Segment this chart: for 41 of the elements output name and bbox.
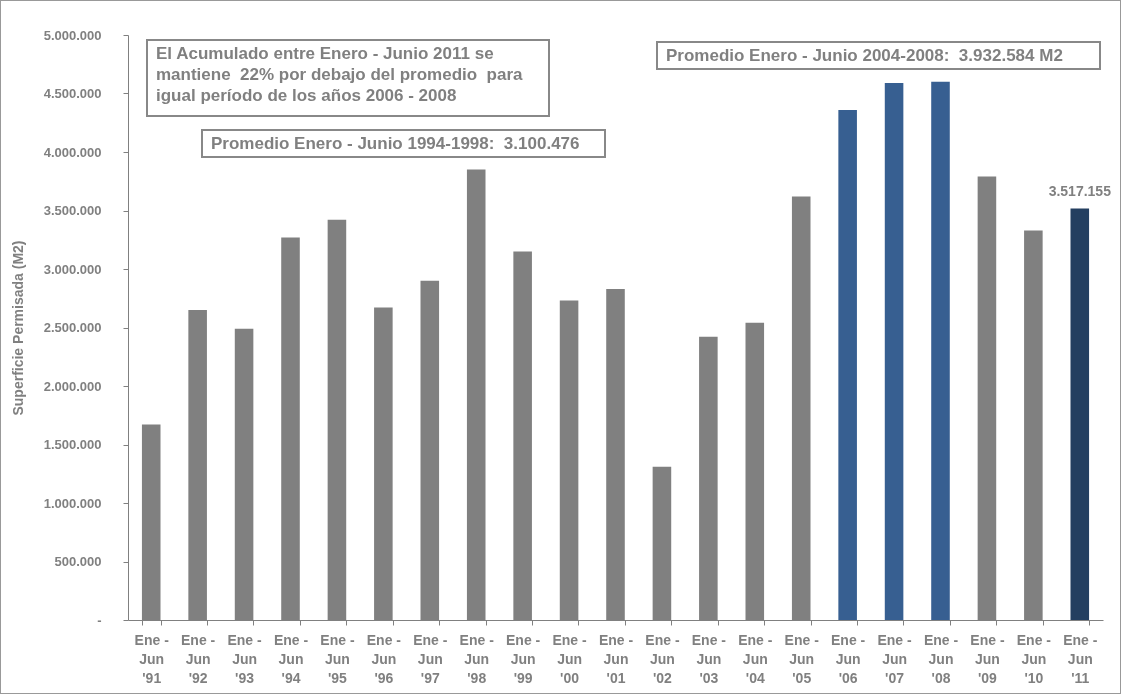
x-tick-label: Ene - Jun '92: [181, 631, 216, 686]
y-tick-label: 1.000.000: [43, 495, 102, 511]
y-tick-label: -: [97, 612, 102, 628]
x-tick-label: Ene - Jun '11: [1063, 631, 1098, 686]
bar: [884, 82, 904, 620]
annotation: Promedio Enero - Junio 2004-2008: 3.932.584 M2: [656, 41, 1101, 70]
x-tick-label: Ene - Jun '98: [459, 631, 495, 686]
y-axis-title: Superficie Permisada (M2): [9, 240, 26, 416]
x-tick-label: Ene - Jun '09: [970, 631, 1005, 686]
y-tick-label: 2.500.000: [43, 320, 102, 335]
x-tick-label: Ene - Jun '03: [691, 631, 727, 686]
x-tick-label: Ene - Jun '97: [413, 631, 448, 686]
x-tick-label: Ene - Jun '08: [923, 631, 959, 686]
annotation: El Acumulado entre Enero - Junio 2011 se mantiene 22% por debajo del promedio para igual período de los años 2006 - 2008: [146, 39, 550, 117]
y-tick-label: 4.000.000: [43, 144, 102, 160]
x-tick-label: Ene - Jun '00: [552, 631, 588, 686]
y-tick-label: 500.000: [54, 554, 102, 569]
y-tick-label: 5.000.000: [43, 27, 102, 43]
x-tick-label: Ene - Jun '95: [320, 631, 355, 686]
x-tick-label: Ene - Jun '96: [366, 631, 402, 686]
bar: [931, 81, 950, 620]
x-tick-label: Ene - Jun '94: [273, 631, 309, 686]
x-tick-label: Ene - Jun '07: [877, 631, 913, 686]
y-tick-label: 4.500.000: [43, 86, 102, 101]
x-tick-label: Ene - Jun '02: [645, 631, 680, 686]
y-tick-label: 3.000.000: [43, 261, 102, 277]
x-tick-label: Ene - Jun '91: [134, 631, 170, 686]
x-tick-label: Ene - Jun '04: [738, 631, 773, 686]
y-tick-label: 2.000.000: [43, 378, 102, 394]
y-tick-label: 3.500.000: [43, 203, 102, 218]
data-label: 3.517.155: [1048, 183, 1112, 200]
bar: [838, 109, 857, 620]
x-tick-label: Ene - Jun '01: [598, 631, 634, 686]
x-tick-label: Ene - Jun '05: [784, 631, 820, 686]
y-tick-label: 1.500.000: [43, 437, 102, 452]
x-tick-label: Ene - Jun '93: [227, 631, 263, 686]
x-tick-label: Ene - Jun '99: [506, 631, 541, 686]
annotation: Promedio Enero - Junio 1994-1998: 3.100.476: [201, 129, 606, 158]
x-tick-label: Ene - Jun '10: [1016, 631, 1052, 686]
x-tick-label: Ene - Jun '06: [831, 631, 866, 686]
bar: [1070, 208, 1090, 620]
